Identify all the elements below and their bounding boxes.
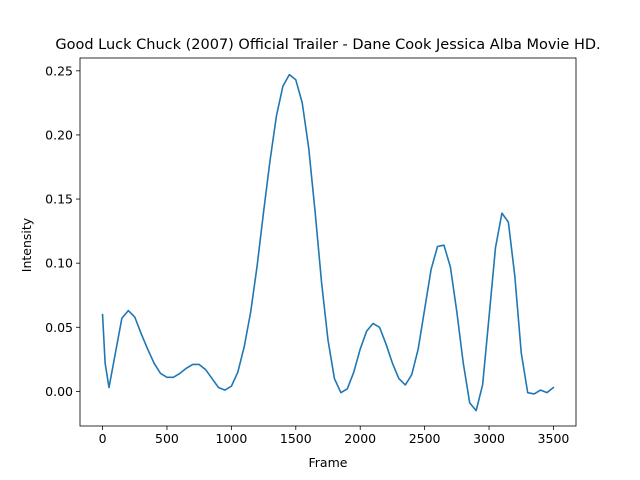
- x-tick-label: 2000: [344, 431, 376, 446]
- x-tick-label: 1500: [280, 431, 312, 446]
- axes-frame: [79, 57, 577, 427]
- x-tick-label: 0: [99, 431, 107, 446]
- y-tick-label: 0.15: [45, 192, 73, 207]
- y-tick-label: 0.25: [45, 63, 73, 78]
- x-tick-label: 1000: [215, 431, 247, 446]
- y-tick-label: 0.10: [45, 256, 73, 271]
- series-line: [101, 73, 555, 412]
- x-tick-label: 3500: [538, 431, 570, 446]
- y-tick-label: 0.00: [45, 384, 73, 399]
- y-tick-label: 0.20: [45, 127, 73, 142]
- x-tick-label: 2500: [409, 431, 441, 446]
- chart-title: Good Luck Chuck (2007) Official Trailer …: [55, 37, 600, 53]
- x-tick-label: 3000: [473, 431, 505, 446]
- y-tick-label: 0.05: [45, 320, 73, 335]
- x-axis-label: Frame: [309, 455, 348, 470]
- plot-area: 0 500 1000 1500 2000 2500 3000 3500 0.00 0.05 0.10…: [45, 57, 577, 446]
- y-axis-label: Intensity: [19, 217, 34, 272]
- x-tick-label: 500: [155, 431, 179, 446]
